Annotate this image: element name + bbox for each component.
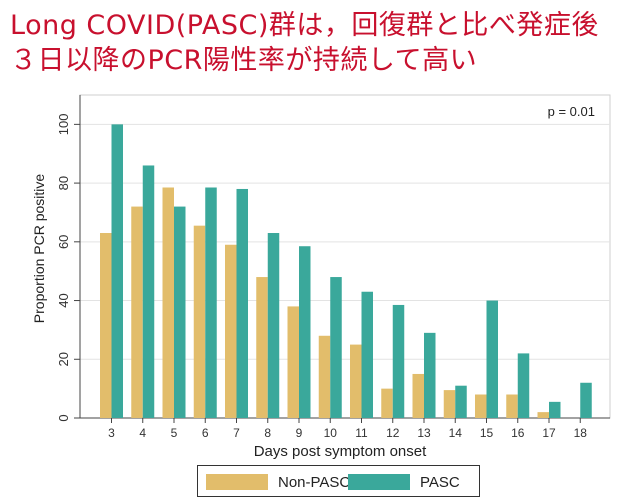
y-tick-label: 100 xyxy=(56,114,71,136)
bar-non-pasc xyxy=(100,233,112,418)
x-tick-label: 10 xyxy=(324,426,338,440)
bar-non-pasc xyxy=(443,390,456,418)
legend-swatch-non-pasc xyxy=(206,474,268,490)
y-tick-label: 20 xyxy=(56,352,71,366)
bar-non-pasc xyxy=(193,225,206,418)
x-tick-label: 15 xyxy=(480,426,494,440)
legend-label-pasc: PASC xyxy=(420,473,460,491)
bar-non-pasc xyxy=(225,244,237,418)
title-line-2: ３日以降のPCR陽性率が持続して高い xyxy=(10,45,478,76)
x-tick-label: 13 xyxy=(417,426,431,440)
bar-non-pasc xyxy=(162,187,174,418)
legend-swatch-pasc xyxy=(348,474,410,490)
y-axis-label: Proportion PCR positive xyxy=(31,174,47,324)
bar-pasc xyxy=(486,300,498,418)
bar-pasc xyxy=(236,188,248,418)
bar-pasc xyxy=(111,124,123,418)
x-tick-label: 14 xyxy=(449,426,463,440)
bar-non-pasc xyxy=(475,394,487,418)
bar-non-pasc xyxy=(381,388,393,418)
bar-non-pasc xyxy=(287,306,299,418)
x-tick-label: 17 xyxy=(542,426,556,440)
x-axis-label: Days post symptom onset xyxy=(254,443,427,460)
y-tick-label: 60 xyxy=(56,235,71,249)
bar-pasc xyxy=(142,165,155,418)
bar-pasc xyxy=(455,385,467,418)
bar-pasc xyxy=(580,382,592,418)
bar-non-pasc xyxy=(412,373,424,418)
bar-pasc xyxy=(424,332,436,418)
x-tick-label: 3 xyxy=(108,426,115,440)
bar-pasc xyxy=(517,353,530,418)
y-tick-label: 40 xyxy=(56,293,71,307)
legend-item-non-pasc: Non-PASC xyxy=(206,472,350,492)
plot-area xyxy=(79,94,611,419)
x-tick-label: 5 xyxy=(171,426,178,440)
y-tick-label: 80 xyxy=(56,176,71,190)
bar-non-pasc xyxy=(256,277,268,418)
bar-non-pasc xyxy=(506,394,518,418)
bar-pasc xyxy=(361,291,373,418)
bar-pasc xyxy=(174,206,186,418)
bar-non-pasc xyxy=(131,206,143,418)
x-tick-label: 12 xyxy=(386,426,400,440)
bar-non-pasc xyxy=(318,335,331,418)
x-tick-label: 7 xyxy=(233,426,240,440)
x-tick-label: 18 xyxy=(574,426,588,440)
x-tick-label: 11 xyxy=(355,426,368,440)
bar-pasc xyxy=(267,233,280,418)
x-tick-label: 9 xyxy=(296,426,303,440)
x-tick-label: 4 xyxy=(139,426,146,440)
bar-pasc xyxy=(205,187,217,418)
legend-item-pasc: PASC xyxy=(348,472,460,492)
bar-pasc xyxy=(330,277,342,418)
bar-non-pasc xyxy=(350,344,362,418)
bar-non-pasc xyxy=(537,412,549,418)
bar-pasc xyxy=(392,304,405,418)
x-tick-label: 8 xyxy=(264,426,271,440)
bar-pasc xyxy=(299,246,311,418)
title-line-1: Long COVID(PASC)群は，回復群と比べ発症後 xyxy=(10,10,599,41)
p-value-annotation: p = 0.01 xyxy=(548,104,595,119)
x-tick-label: 16 xyxy=(511,426,525,440)
bar-pasc xyxy=(549,401,561,418)
y-tick-label: 0 xyxy=(56,414,71,421)
x-tick-label: 6 xyxy=(202,426,209,440)
legend: Non-PASC PASC xyxy=(197,465,480,497)
legend-label-non-pasc: Non-PASC xyxy=(278,473,351,491)
